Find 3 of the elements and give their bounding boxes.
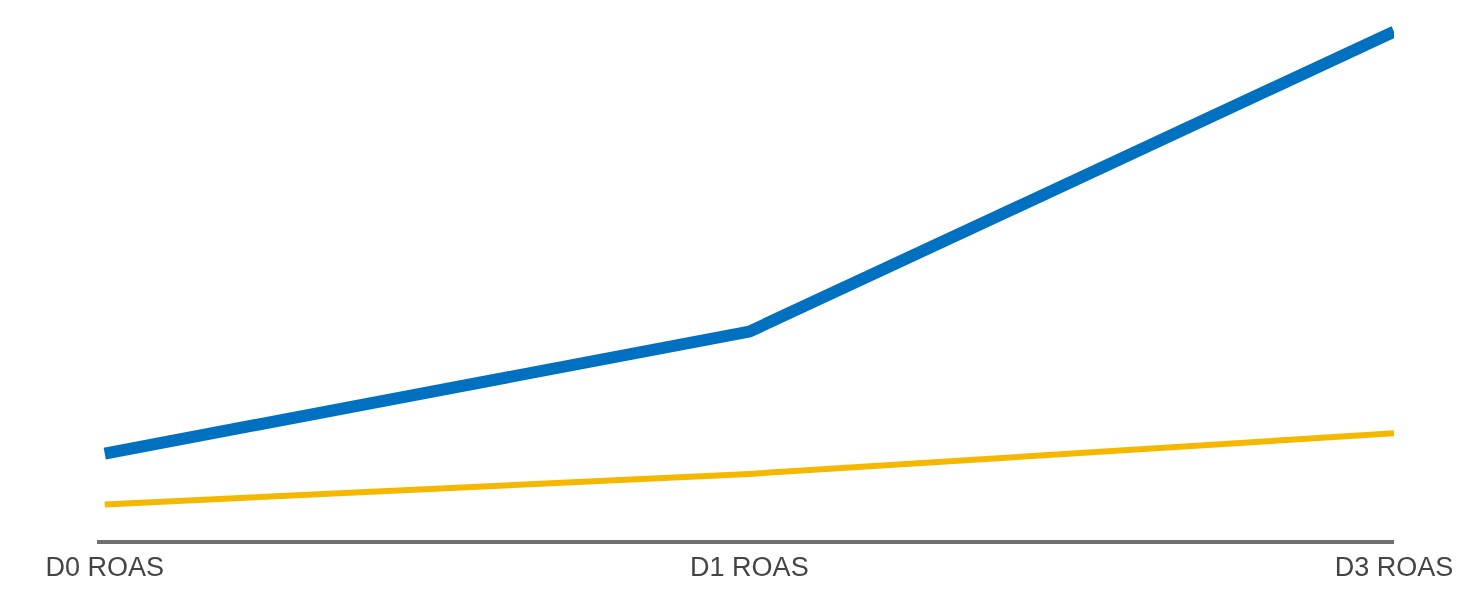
x-tick-label: D1 ROAS xyxy=(690,552,809,583)
x-tick-label: D3 ROAS xyxy=(1334,552,1454,583)
x-tick-label: D0 ROAS xyxy=(45,552,165,583)
